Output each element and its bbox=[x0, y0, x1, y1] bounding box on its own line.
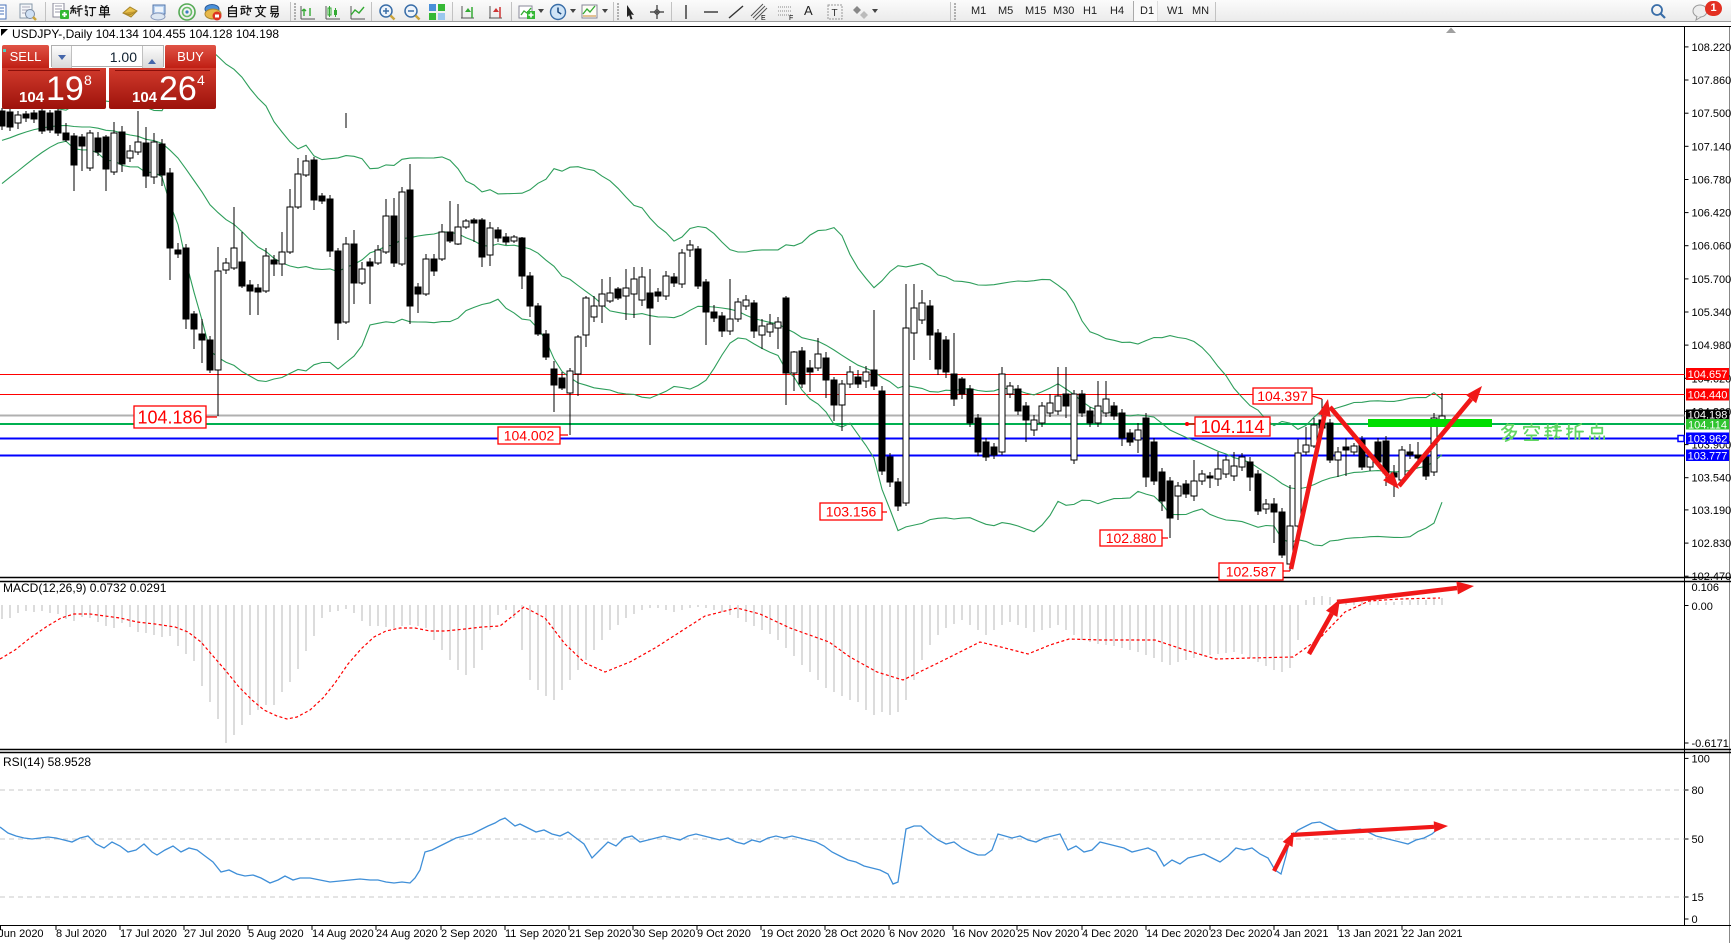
svg-text:104.440: 104.440 bbox=[1688, 390, 1728, 402]
svg-text:21 Sep 2020: 21 Sep 2020 bbox=[569, 928, 631, 940]
svg-text:0.106: 0.106 bbox=[1692, 582, 1720, 594]
svg-text:104.002: 104.002 bbox=[504, 428, 555, 444]
svg-text:105.700: 105.700 bbox=[1692, 274, 1731, 286]
svg-text:107.860: 107.860 bbox=[1692, 75, 1731, 87]
svg-text:4 Jan 2021: 4 Jan 2021 bbox=[1274, 928, 1328, 940]
svg-text:17 Jul 2020: 17 Jul 2020 bbox=[120, 928, 177, 940]
svg-text:14 Dec 2020: 14 Dec 2020 bbox=[1146, 928, 1208, 940]
svg-text:106.420: 106.420 bbox=[1692, 208, 1731, 220]
svg-text:-0.6171: -0.6171 bbox=[1692, 738, 1729, 750]
svg-text:29 Jun 2020: 29 Jun 2020 bbox=[0, 928, 44, 940]
svg-text:25 Nov 2020: 25 Nov 2020 bbox=[1017, 928, 1079, 940]
svg-text:107.500: 107.500 bbox=[1692, 108, 1731, 120]
svg-text:108.220: 108.220 bbox=[1692, 42, 1731, 54]
svg-text:F: F bbox=[789, 15, 793, 21]
svg-text:4 Dec 2020: 4 Dec 2020 bbox=[1082, 928, 1138, 940]
svg-text:100: 100 bbox=[1692, 753, 1710, 765]
svg-text:103.156: 103.156 bbox=[826, 504, 877, 520]
svg-text:106.060: 106.060 bbox=[1692, 241, 1731, 253]
svg-text:USDJPY-,Daily 104.134 104.455: USDJPY-,Daily 104.134 104.455 104.128 10… bbox=[12, 27, 279, 41]
svg-text:103.777: 103.777 bbox=[1688, 450, 1728, 462]
svg-text:0.00: 0.00 bbox=[1692, 601, 1713, 613]
svg-text:104.980: 104.980 bbox=[1692, 340, 1731, 352]
svg-text:6 Nov 2020: 6 Nov 2020 bbox=[889, 928, 945, 940]
svg-text:104.186: 104.186 bbox=[137, 407, 202, 427]
svg-text:103.190: 103.190 bbox=[1692, 505, 1731, 517]
svg-text:80: 80 bbox=[1692, 785, 1704, 797]
svg-text:13 Jan 2021: 13 Jan 2021 bbox=[1338, 928, 1399, 940]
svg-text:MACD(12,26,9) 0.0732 0.0291: MACD(12,26,9) 0.0732 0.0291 bbox=[3, 581, 167, 595]
svg-text:103.540: 103.540 bbox=[1692, 473, 1731, 485]
svg-text:104.657: 104.657 bbox=[1688, 369, 1728, 381]
svg-text:8 Jul 2020: 8 Jul 2020 bbox=[56, 928, 107, 940]
svg-text:103.962: 103.962 bbox=[1688, 433, 1728, 445]
svg-text:15: 15 bbox=[1692, 892, 1704, 904]
svg-text:E: E bbox=[761, 15, 766, 21]
svg-text:RSI(14) 58.9528: RSI(14) 58.9528 bbox=[3, 755, 91, 769]
svg-text:107.140: 107.140 bbox=[1692, 141, 1731, 153]
svg-text:5 Aug 2020: 5 Aug 2020 bbox=[248, 928, 304, 940]
svg-text:27 Jul 2020: 27 Jul 2020 bbox=[184, 928, 241, 940]
svg-text:28 Oct 2020: 28 Oct 2020 bbox=[825, 928, 885, 940]
svg-text:9 Oct 2020: 9 Oct 2020 bbox=[697, 928, 751, 940]
svg-text:102.830: 102.830 bbox=[1692, 538, 1731, 550]
svg-text:104.397: 104.397 bbox=[1257, 388, 1308, 404]
svg-text:T: T bbox=[832, 8, 838, 19]
svg-text:0: 0 bbox=[1692, 914, 1698, 926]
svg-text:16 Nov 2020: 16 Nov 2020 bbox=[953, 928, 1015, 940]
svg-text:102.587: 102.587 bbox=[1226, 564, 1277, 580]
svg-text:2 Sep 2020: 2 Sep 2020 bbox=[441, 928, 497, 940]
svg-text:30 Sep 2020: 30 Sep 2020 bbox=[633, 928, 695, 940]
svg-text:22 Jan 2021: 22 Jan 2021 bbox=[1402, 928, 1463, 940]
svg-text:106.780: 106.780 bbox=[1692, 175, 1731, 187]
svg-text:104.114: 104.114 bbox=[1201, 417, 1265, 437]
svg-text:50: 50 bbox=[1692, 834, 1704, 846]
svg-text:23 Dec 2020: 23 Dec 2020 bbox=[1210, 928, 1272, 940]
svg-text:14 Aug 2020: 14 Aug 2020 bbox=[312, 928, 374, 940]
svg-text:102.880: 102.880 bbox=[1106, 530, 1157, 546]
svg-text:11 Sep 2020: 11 Sep 2020 bbox=[505, 928, 567, 940]
svg-text:105.340: 105.340 bbox=[1692, 307, 1731, 319]
svg-text:24 Aug 2020: 24 Aug 2020 bbox=[376, 928, 438, 940]
svg-text:104.114: 104.114 bbox=[1688, 419, 1727, 431]
svg-text:19 Oct 2020: 19 Oct 2020 bbox=[761, 928, 821, 940]
